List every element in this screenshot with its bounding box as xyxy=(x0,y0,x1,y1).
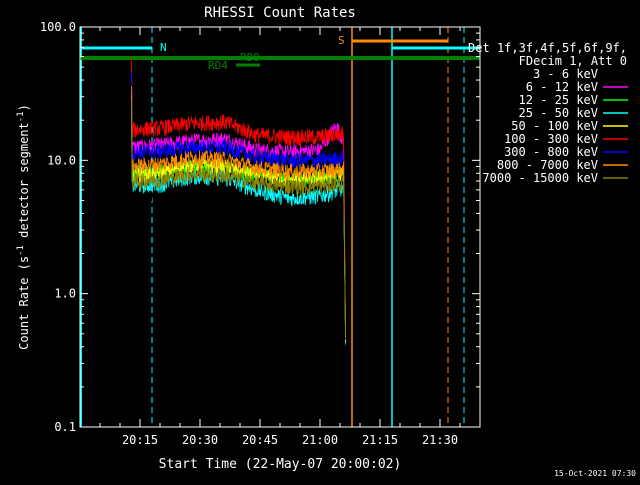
y-axis-label-sup2: -1 xyxy=(16,111,26,122)
x-tick-label: 20:30 xyxy=(182,433,218,447)
y-tick-label: 1.0 xyxy=(54,287,76,301)
rd0-label: RD0 xyxy=(240,51,260,64)
legend: Det 1f,3f,4f,5f,6f,9f, FDecim 1, Att 0 3… xyxy=(468,41,628,185)
y-tick-label: 0.1 xyxy=(54,420,76,434)
y-axis-label-part3: ) xyxy=(17,104,31,111)
x-tick-label: 21:30 xyxy=(422,433,458,447)
x-axis-ticks: 20:15 20:30 20:45 21:00 21:15 21:30 xyxy=(79,27,481,447)
x-tick-label: 21:15 xyxy=(362,433,398,447)
legend-entry-label: 25 - 50 keV xyxy=(519,106,598,120)
x-tick-label: 20:45 xyxy=(242,433,278,447)
series-line-7000-15000kev xyxy=(131,100,346,337)
chart-title: RHESSI Count Rates xyxy=(204,5,356,21)
x-tick-label: 21:00 xyxy=(302,433,338,447)
y-tick-label: 100.0 xyxy=(40,20,76,34)
series-line-25-50kev xyxy=(131,104,346,343)
saa-label: S xyxy=(338,34,345,47)
y-axis-label-sup1: -1 xyxy=(16,245,26,256)
series-layer xyxy=(131,56,346,350)
night-label: N xyxy=(160,41,167,54)
y-axis-label-part2: detector segment xyxy=(17,122,31,245)
legend-entry-label: 50 - 100 keV xyxy=(511,119,598,133)
legend-entry-label: 800 - 7000 keV xyxy=(497,158,598,172)
x-axis-label: Start Time (22-May-07 20:00:02) xyxy=(159,457,402,472)
annotations-layer: N S RD4 RD0 xyxy=(80,27,480,427)
series-line-300-800kev xyxy=(131,71,346,339)
y-axis-label-part1: Count Rate (s xyxy=(17,256,31,350)
series-line-100-300kev xyxy=(131,56,346,340)
legend-entry-label: 7000 - 15000 keV xyxy=(482,171,598,185)
rd4-label: RD4 xyxy=(208,59,228,72)
legend-header-line2: FDecim 1, Att 0 xyxy=(519,54,627,68)
series-line-6-12kev xyxy=(131,67,346,346)
footer-date: 15-Oct-2021 07:30 xyxy=(554,469,636,478)
legend-header-line1: Det 1f,3f,4f,5f,6f,9f, xyxy=(468,41,627,55)
legend-entry-label: 100 - 300 keV xyxy=(504,132,598,146)
x-tick-label: 20:15 xyxy=(122,433,158,447)
y-tick-label: 10.0 xyxy=(47,153,76,167)
legend-entry-label: 12 - 25 keV xyxy=(519,93,598,107)
legend-entry-label: 6 - 12 keV xyxy=(526,80,598,94)
series-line-3-6kev xyxy=(131,114,346,350)
y-axis-label: Count Rate (s-1 detector segment-1) xyxy=(16,104,31,350)
legend-entry-label: 3 - 6 keV xyxy=(533,67,598,81)
y-axis-ticks: 0.1 1.0 10.0 100.0 xyxy=(40,20,480,434)
legend-entry-label: 300 - 800 keV xyxy=(504,145,598,159)
series-line-800-7000kev xyxy=(131,86,346,338)
